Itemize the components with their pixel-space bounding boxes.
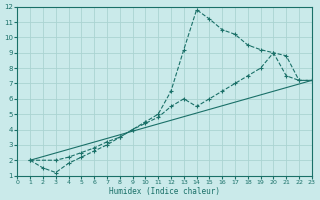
X-axis label: Humidex (Indice chaleur): Humidex (Indice chaleur)	[109, 187, 220, 196]
